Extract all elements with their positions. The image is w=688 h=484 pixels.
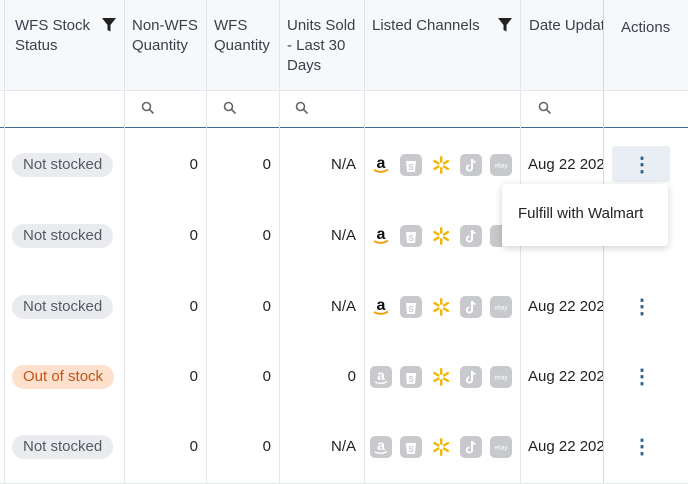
search-icon[interactable]	[295, 101, 309, 115]
status-badge: Not stocked	[12, 223, 114, 248]
wfs-quantity-cell: 0	[262, 155, 271, 173]
amazon-icon: a	[370, 366, 392, 388]
header-date-updated[interactable]: Date Updat	[529, 17, 603, 34]
tiktok-icon	[460, 153, 482, 176]
amazon-icon: a	[370, 435, 392, 458]
header-wfs-quantity[interactable]: WFS Quantity	[214, 17, 270, 54]
non-wfs-quantity-cell: 0	[189, 437, 198, 455]
header-listed-channels[interactable]: Listed Channels	[372, 17, 480, 34]
ebay-icon: ebay	[490, 435, 512, 458]
tiktok-icon	[460, 435, 482, 458]
table-header	[0, 0, 688, 91]
shopify-icon: S	[400, 153, 422, 176]
svg-text:ebay: ebay	[494, 445, 507, 451]
svg-text:ebay: ebay	[494, 305, 507, 311]
units-sold-cell: N/A	[330, 155, 356, 173]
tiktok-icon	[460, 224, 482, 247]
date-updated-cell: Aug 22 202	[528, 437, 604, 455]
non-wfs-quantity-cell: 0	[189, 226, 198, 244]
non-wfs-quantity-cell: 0	[189, 155, 198, 173]
svg-text:a: a	[377, 367, 385, 383]
date-updated-cell: Aug 22 202	[528, 368, 604, 385]
shopify-icon: S	[400, 366, 422, 388]
status-badge: Not stocked	[12, 294, 114, 319]
svg-text:a: a	[377, 297, 386, 314]
svg-text:S: S	[408, 163, 414, 172]
filter-icon[interactable]	[497, 17, 513, 33]
svg-text:a: a	[377, 437, 385, 453]
wfs-quantity-cell: 0	[262, 368, 271, 385]
search-icon[interactable]	[141, 101, 155, 115]
svg-text:ebay: ebay	[494, 376, 507, 382]
more-actions-icon[interactable]: ⋮	[632, 295, 652, 318]
wfs-quantity-cell: 0	[262, 437, 271, 455]
shopify-icon: S	[400, 224, 422, 247]
amazon-icon: a	[370, 225, 392, 247]
walmart-icon	[430, 436, 452, 458]
units-sold-cell: 0	[347, 368, 356, 385]
svg-text:a: a	[377, 155, 386, 172]
units-sold-cell: N/A	[330, 226, 356, 244]
tiktok-icon	[460, 295, 482, 318]
ebay-icon	[490, 224, 502, 247]
wfs-quantity-cell: 0	[262, 297, 271, 315]
filter-icon[interactable]	[101, 17, 117, 33]
more-actions-icon[interactable]: ⋮	[632, 366, 652, 388]
status-badge: Out of stock	[12, 365, 115, 389]
shopify-icon: S	[400, 435, 422, 458]
walmart-icon	[430, 154, 452, 176]
search-icon[interactable]	[223, 101, 237, 115]
kebab-highlight	[612, 146, 670, 182]
shopify-icon: S	[400, 295, 422, 318]
ebay-icon: ebay	[490, 153, 512, 176]
wfs-quantity-cell: 0	[262, 226, 271, 244]
filter-row	[0, 91, 688, 128]
units-sold-cell: N/A	[330, 437, 356, 455]
header-wfs-stock-status[interactable]: WFS Stock Status	[15, 17, 91, 54]
non-wfs-quantity-cell: 0	[189, 297, 198, 315]
svg-text:S: S	[408, 375, 414, 384]
tiktok-icon	[460, 366, 482, 388]
svg-text:ebay: ebay	[494, 163, 507, 169]
row-actions-menu: Fulfill with Walmart	[502, 184, 668, 246]
header-units-sold[interactable]: Units Sold - Last 30 Days	[287, 17, 356, 74]
svg-text:S: S	[408, 234, 414, 243]
ebay-icon: ebay	[490, 295, 512, 318]
walmart-icon	[430, 225, 452, 247]
units-sold-cell: N/A	[330, 297, 356, 315]
walmart-icon	[430, 366, 452, 388]
header-non-wfs-quantity[interactable]: Non-WFS Quantity	[132, 17, 198, 54]
date-updated-cell: Aug 22 202	[528, 155, 604, 173]
amazon-icon: a	[370, 296, 392, 318]
header-actions: Actions	[621, 19, 671, 36]
svg-text:a: a	[377, 226, 386, 243]
more-actions-icon[interactable]: ⋮	[632, 153, 652, 176]
date-updated-cell: Aug 22 202	[528, 297, 604, 315]
search-icon[interactable]	[538, 101, 552, 115]
ebay-icon: ebay	[490, 366, 512, 388]
more-actions-icon[interactable]: ⋮	[632, 435, 652, 458]
amazon-icon: a	[370, 154, 392, 176]
walmart-icon	[430, 296, 452, 318]
fulfill-with-walmart-option[interactable]: Fulfill with Walmart	[518, 205, 644, 222]
svg-text:S: S	[408, 305, 414, 314]
status-badge: Not stocked	[12, 434, 114, 459]
status-badge: Not stocked	[12, 152, 114, 177]
non-wfs-quantity-cell: 0	[189, 368, 198, 385]
svg-text:S: S	[408, 445, 414, 454]
